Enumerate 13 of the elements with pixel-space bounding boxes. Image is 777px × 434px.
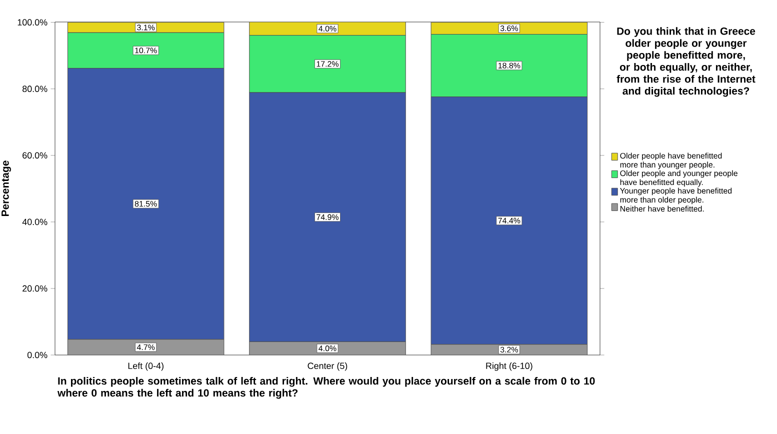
- y-tick-label: 100.0%: [18, 19, 48, 26]
- x-tick-label: Center (5): [308, 362, 348, 371]
- x-tick-label: Left (0-4): [128, 362, 164, 371]
- y-tick-label: 20.0%: [22, 285, 48, 292]
- bar: [68, 339, 224, 355]
- legend-title: Do you think that in Greece older people or younger people benefitted more, or both equally, or neither, from the rise of the Internet and digital technologies?: [616, 27, 756, 97]
- y-axis-title: Percentage: [2, 160, 11, 216]
- x-axis-title: In politics people sometimes talk of left and right. Where would you place yourself on a scale from 0 to 10 where 0 means the left and 10 means the right?: [57, 376, 595, 399]
- y-tick-label: 40.0%: [22, 218, 48, 226]
- y-tick-label: 0.0%: [27, 352, 48, 358]
- x-tick-label: Right (6-10): [486, 362, 532, 371]
- y-tick-label: 80.0%: [22, 86, 48, 92]
- y-tick-label: 60.0%: [22, 152, 48, 159]
